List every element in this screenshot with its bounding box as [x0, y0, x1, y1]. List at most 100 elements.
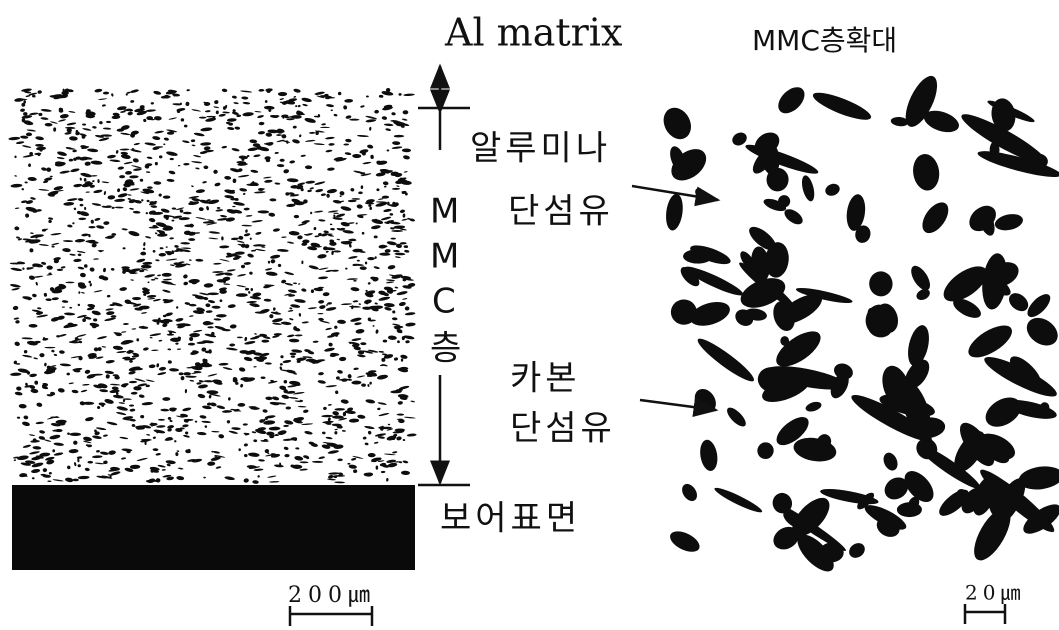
texture-speck	[349, 118, 360, 121]
texture-speck	[191, 185, 194, 188]
texture-speck	[248, 466, 261, 469]
texture-speck	[201, 420, 211, 424]
texture-speck	[690, 245, 731, 265]
texture-speck	[340, 221, 350, 227]
texture-speck	[26, 129, 37, 132]
texture-speck	[179, 209, 184, 213]
texture-speck	[154, 130, 164, 134]
texture-speck	[325, 269, 333, 273]
texture-speck	[232, 256, 240, 260]
texture-speck	[50, 365, 57, 368]
texture-speck	[138, 326, 149, 329]
texture-speck	[289, 352, 297, 356]
texture-speck	[130, 391, 138, 395]
texture-speck	[264, 362, 272, 365]
texture-speck	[341, 378, 348, 382]
texture-speck	[206, 199, 211, 202]
texture-speck	[403, 93, 415, 97]
texture-speck	[51, 349, 55, 353]
texture-speck	[162, 195, 171, 199]
texture-speck	[129, 272, 138, 274]
texture-speck	[922, 202, 949, 234]
texture-speck	[202, 405, 212, 410]
texture-speck	[269, 314, 274, 319]
texture-speck	[191, 294, 199, 297]
texture-speck	[373, 441, 379, 444]
texture-speck	[369, 126, 372, 131]
texture-speck	[273, 464, 284, 468]
texture-speck	[53, 127, 57, 132]
texture-speck	[357, 214, 368, 216]
texture-speck	[258, 121, 265, 126]
texture-speck	[39, 452, 51, 457]
texture-speck	[105, 308, 114, 311]
texture-speck	[292, 391, 305, 395]
texture-speck	[241, 224, 253, 227]
texture-speck	[101, 475, 113, 479]
texture-speck	[180, 427, 185, 430]
texture-speck	[329, 241, 337, 246]
texture-speck	[161, 469, 166, 471]
texture-speck	[327, 478, 336, 481]
texture-speck	[364, 425, 375, 430]
texture-speck	[267, 380, 278, 384]
texture-speck	[773, 501, 846, 551]
texture-speck	[149, 201, 157, 205]
texture-speck	[47, 480, 52, 483]
texture-speck	[169, 157, 174, 161]
texture-speck	[267, 260, 271, 264]
texture-speck	[330, 228, 335, 231]
texture-speck	[318, 456, 326, 459]
texture-speck	[21, 337, 33, 340]
texture-speck	[285, 100, 296, 105]
texture-speck	[684, 266, 744, 296]
texture-speck	[282, 359, 292, 364]
texture-speck	[288, 397, 299, 399]
texture-speck	[385, 279, 396, 282]
texture-speck	[904, 359, 930, 389]
texture-speck	[180, 376, 185, 381]
texture-speck	[373, 266, 380, 270]
texture-speck	[341, 430, 346, 432]
texture-speck	[94, 324, 99, 327]
texture-speck	[797, 534, 834, 572]
texture-speck	[367, 256, 375, 261]
texture-speck	[120, 154, 131, 159]
texture-speck	[263, 420, 276, 425]
texture-speck	[43, 292, 48, 297]
texture-speck	[246, 183, 258, 186]
texture-speck	[155, 478, 161, 483]
texture-speck	[144, 190, 154, 194]
texture-speck	[327, 302, 332, 305]
texture-speck	[28, 324, 38, 328]
texture-speck	[314, 181, 326, 185]
texture-speck	[22, 354, 33, 358]
texture-speck	[144, 274, 156, 278]
texture-speck	[364, 261, 368, 265]
texture-speck	[299, 461, 309, 464]
texture-speck	[283, 446, 289, 451]
texture-speck	[250, 169, 259, 173]
texture-speck	[146, 289, 150, 292]
texture-speck	[332, 200, 342, 204]
texture-speck	[238, 155, 248, 160]
texture-speck	[87, 111, 96, 116]
texture-speck	[133, 142, 140, 146]
texture-speck	[263, 418, 266, 422]
texture-speck	[243, 207, 250, 211]
texture-speck	[157, 464, 166, 468]
texture-speck	[127, 111, 133, 116]
texture-speck	[348, 341, 359, 345]
texture-speck	[205, 303, 211, 308]
texture-speck	[292, 125, 297, 129]
texture-speck	[91, 455, 103, 459]
texture-speck	[236, 240, 245, 243]
texture-speck	[272, 322, 282, 325]
texture-speck	[305, 233, 313, 236]
texture-speck	[175, 207, 185, 211]
texture-speck	[145, 163, 153, 167]
texture-speck	[77, 464, 81, 468]
texture-speck	[1009, 293, 1029, 312]
texture-speck	[69, 136, 78, 141]
texture-speck	[93, 384, 102, 389]
